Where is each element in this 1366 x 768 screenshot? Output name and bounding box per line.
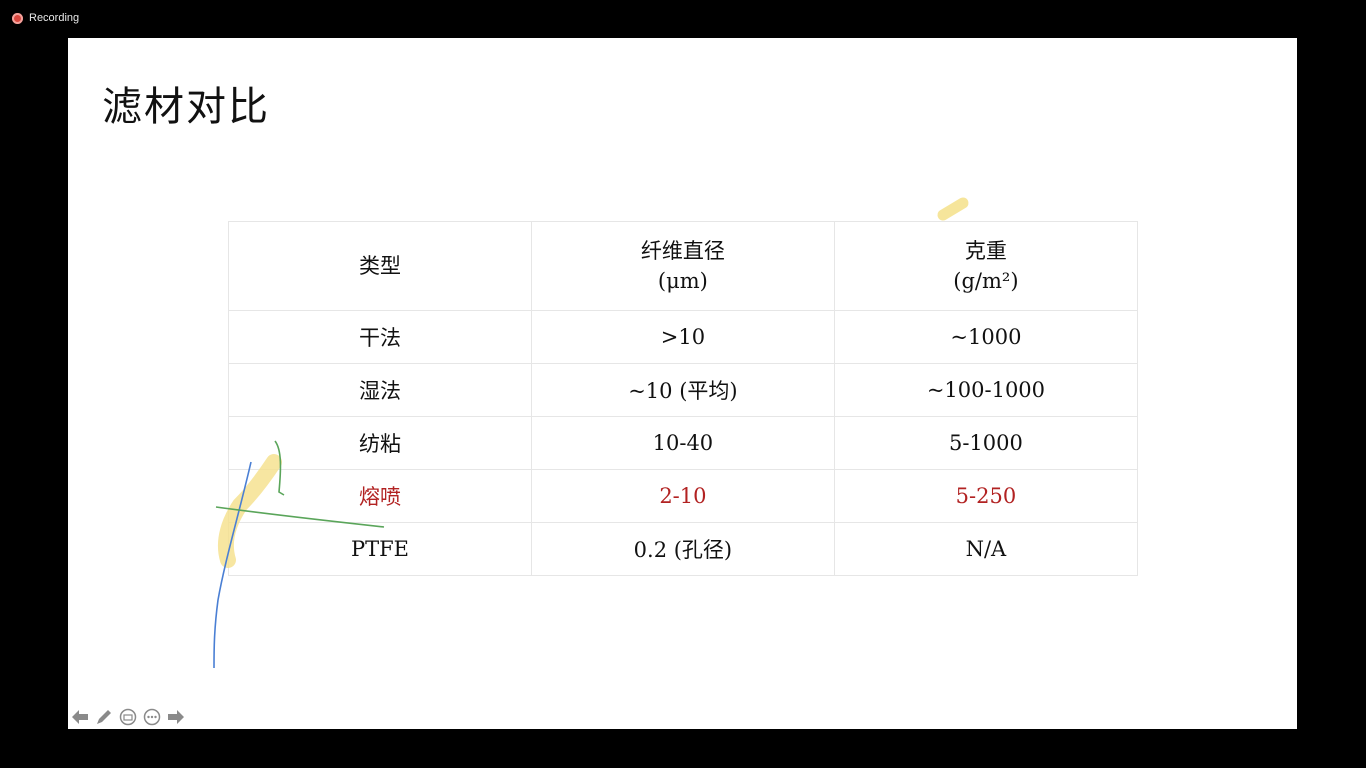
table-cell: 0.2 (孔径) (530, 522, 835, 576)
table-cell: >10 (530, 310, 835, 364)
table-cell: 10-40 (530, 416, 835, 470)
table-row-highlighted: 熔喷 2-10 5-250 (228, 469, 1139, 523)
slide-title: 滤材对比 (102, 84, 270, 130)
table-cell: ~100-1000 (833, 363, 1139, 417)
header-fiber-diameter: 纤维直径 (μm) (530, 221, 835, 311)
table-cell: 5-1000 (833, 416, 1139, 470)
table-cell: 湿法 (228, 363, 532, 417)
table-cell: 干法 (228, 310, 532, 364)
slide-canvas: 滤材对比 类型 纤维直径 (μm) 克重 (g/m²) 干法 >10 (68, 38, 1297, 729)
table-row: 干法 >10 ~1000 (228, 310, 1139, 364)
table-cell: PTFE (228, 522, 532, 576)
header-basis-weight: 克重 (g/m²) (833, 221, 1139, 311)
comparison-table: 类型 纤维直径 (μm) 克重 (g/m²) 干法 >10 ~1000 湿法 (228, 221, 1139, 576)
arrow-left-icon[interactable] (70, 707, 90, 727)
table-header-row: 类型 纤维直径 (μm) 克重 (g/m²) (228, 221, 1139, 311)
subtitle-icon[interactable] (118, 707, 138, 727)
table-cell: 5-250 (833, 469, 1139, 523)
arrow-right-icon[interactable] (166, 707, 186, 727)
table-cell: ~10 (平均) (530, 363, 835, 417)
recording-indicator: Recording (12, 12, 79, 24)
presentation-toolbar (70, 707, 186, 727)
table-cell: 2-10 (530, 469, 835, 523)
record-icon (12, 12, 23, 24)
pen-icon[interactable] (94, 707, 114, 727)
table-cell: 纺粘 (228, 416, 532, 470)
recording-label: Recording (29, 12, 80, 24)
table-row: PTFE 0.2 (孔径) N/A (228, 522, 1139, 576)
table-row: 纺粘 10-40 5-1000 (228, 416, 1139, 470)
table-cell: ~1000 (833, 310, 1139, 364)
table-row: 湿法 ~10 (平均) ~100-1000 (228, 363, 1139, 417)
table-cell: 熔喷 (228, 469, 532, 523)
more-icon[interactable] (142, 707, 162, 727)
header-type: 类型 (228, 221, 532, 311)
table-cell: N/A (833, 522, 1139, 576)
